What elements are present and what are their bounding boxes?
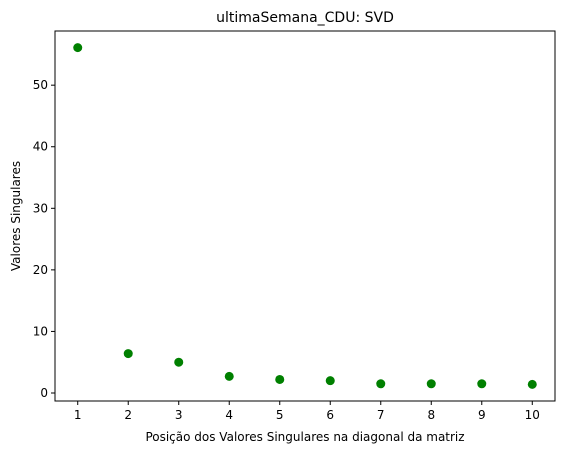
data-points bbox=[73, 43, 537, 389]
x-tick-label: 3 bbox=[175, 408, 183, 422]
data-point bbox=[477, 379, 487, 389]
data-point bbox=[376, 379, 386, 389]
data-point bbox=[224, 371, 234, 381]
y-tick-label: 20 bbox=[33, 263, 48, 277]
x-tick-label: 2 bbox=[124, 408, 132, 422]
y-tick-label: 0 bbox=[40, 386, 48, 400]
data-point bbox=[73, 43, 83, 53]
x-tick-label: 7 bbox=[377, 408, 385, 422]
chart-title: ultimaSemana_CDU: SVD bbox=[216, 10, 394, 26]
y-tick-label: 40 bbox=[33, 140, 48, 154]
data-point bbox=[527, 379, 537, 389]
x-tick-label: 6 bbox=[326, 408, 334, 422]
data-point bbox=[325, 376, 335, 386]
data-point bbox=[275, 374, 285, 384]
data-point bbox=[123, 349, 133, 359]
y-tick-label: 10 bbox=[33, 324, 48, 338]
x-axis: 1 2 3 4 5 6 7 8 9 10 bbox=[74, 401, 540, 422]
x-tick-label: 8 bbox=[427, 408, 435, 422]
data-point bbox=[174, 357, 184, 367]
y-tick-label: 50 bbox=[33, 78, 48, 92]
plot-area-frame bbox=[54, 30, 556, 402]
y-axis: 0 10 20 30 40 50 bbox=[33, 78, 55, 400]
x-tick-label: 10 bbox=[525, 408, 540, 422]
x-tick-label: 9 bbox=[478, 408, 486, 422]
x-tick-label: 4 bbox=[225, 408, 233, 422]
y-axis-label: Valores Singulares bbox=[9, 161, 23, 271]
x-tick-label: 1 bbox=[74, 408, 82, 422]
data-point bbox=[426, 379, 436, 389]
x-tick-label: 5 bbox=[276, 408, 284, 422]
y-tick-label: 30 bbox=[33, 201, 48, 215]
x-axis-label: Posição dos Valores Singulares na diagon… bbox=[145, 430, 464, 444]
